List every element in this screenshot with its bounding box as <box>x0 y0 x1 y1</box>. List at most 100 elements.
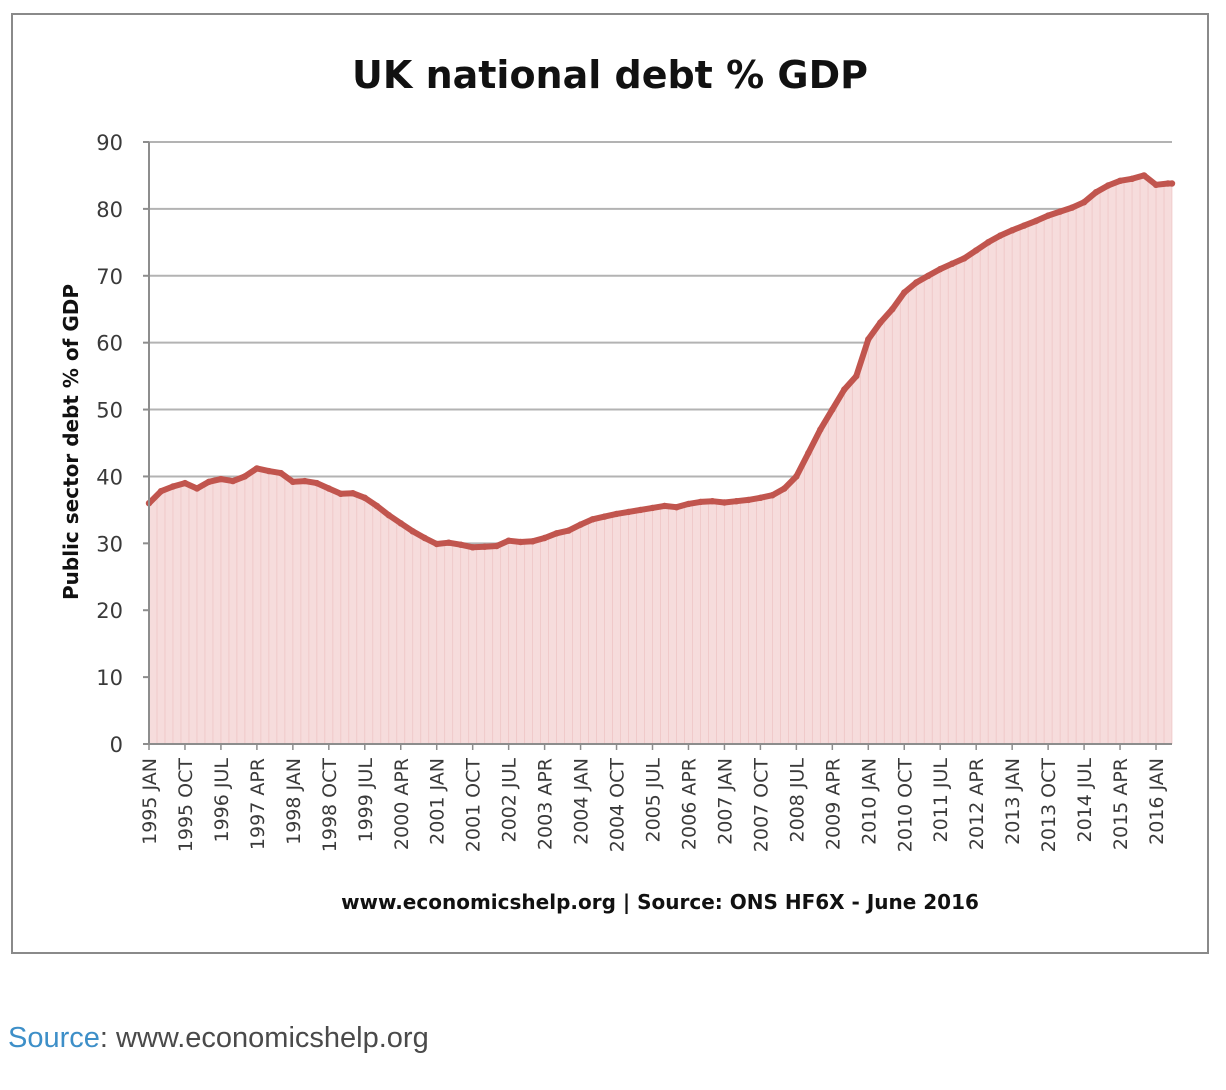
data-point-1999-01 <box>337 490 344 497</box>
x-tick-label-1998-OCT: 1998 OCT <box>319 758 341 853</box>
data-point-1999-07 <box>361 494 368 501</box>
data-point-2010-07 <box>889 306 896 313</box>
data-point-2008-04 <box>781 485 788 492</box>
axes <box>143 141 1172 750</box>
y-tick-label-70: 70 <box>96 265 123 289</box>
x-tick-label-1998-JAN: 1998 JAN <box>283 758 305 845</box>
data-point-2005-04 <box>637 506 644 514</box>
data-point-2016-05 <box>1168 180 1176 187</box>
data-point-2015-10 <box>1140 172 1148 179</box>
x-tick-label-2011-JUL: 2011 JUL <box>930 758 952 843</box>
x-tick-label-2009-APR: 2009 APR <box>822 758 844 850</box>
x-tick-label-2002-JUL: 2002 JUL <box>499 758 521 843</box>
data-point-2004-04 <box>589 516 596 523</box>
data-point-2012-04 <box>973 247 980 254</box>
data-point-1997-01 <box>241 473 249 480</box>
data-point-2001-10 <box>469 544 476 551</box>
data-point-1996-10 <box>229 477 237 485</box>
data-point-2013-01 <box>1009 227 1016 234</box>
data-point-2011-10 <box>949 260 956 267</box>
area-fill <box>148 175 1173 744</box>
data-point-1996-04 <box>205 478 213 485</box>
x-tick-label-1996-JUL: 1996 JUL <box>211 758 233 843</box>
x-tick-label-2000-APR: 2000 APR <box>391 758 413 850</box>
x-tick-label-2014-JUL: 2014 JUL <box>1074 758 1096 843</box>
data-point-2007-10 <box>757 494 764 501</box>
data-point-2014-10 <box>1092 189 1100 196</box>
source-link[interactable]: Source <box>8 1022 100 1054</box>
data-point-1997-04 <box>253 465 261 472</box>
data-point-2006-04 <box>685 500 692 508</box>
data-point-2012-10 <box>997 232 1004 239</box>
data-point-2012-07 <box>985 239 992 246</box>
y-tick-label-60: 60 <box>96 332 123 356</box>
data-point-2009-04 <box>829 406 836 413</box>
data-point-2001-04 <box>445 539 452 546</box>
data-point-2005-10 <box>661 502 668 510</box>
x-tick-label-2005-JUL: 2005 JUL <box>643 758 665 843</box>
data-point-2003-04 <box>541 534 548 542</box>
y-tick-label-50: 50 <box>96 399 123 423</box>
data-point-2003-01 <box>529 538 536 545</box>
y-tick-label-10: 10 <box>96 666 123 690</box>
x-tick-label-2010-OCT: 2010 OCT <box>894 758 916 853</box>
data-point-1998-10 <box>325 485 332 492</box>
y-tick-label-40: 40 <box>96 465 123 489</box>
data-point-2012-01 <box>961 255 968 262</box>
data-point-2006-01 <box>673 504 680 511</box>
data-point-2013-10 <box>1044 212 1052 219</box>
x-tick-label-2006-APR: 2006 APR <box>679 758 701 850</box>
data-point-2014-04 <box>1068 204 1076 211</box>
x-tick-label-2007-JAN: 2007 JAN <box>714 758 736 845</box>
data-point-1999-04 <box>349 490 356 497</box>
x-tick-label-2010-JAN: 2010 JAN <box>858 758 880 845</box>
data-point-2000-01 <box>385 512 392 519</box>
x-tick-label-2013-OCT: 2013 OCT <box>1038 758 1060 853</box>
data-point-2010-01 <box>865 336 872 343</box>
data-point-2009-07 <box>841 386 848 393</box>
debt-chart: 0 10 20 30 40 50 60 70 80 90 1995 JAN 1995 OCT 1996 … <box>59 53 1176 914</box>
x-tick-label-2003-APR: 2003 APR <box>535 758 557 850</box>
data-point-2001-07 <box>457 541 464 548</box>
y-axis-title: Public sector debt % of GDP <box>59 284 83 600</box>
data-point-2007-07 <box>745 496 752 504</box>
x-tick-label-1999-JUL: 1999 JUL <box>355 758 377 843</box>
data-point-2014-07 <box>1080 199 1088 206</box>
data-point-2008-07 <box>793 473 800 480</box>
y-tick-label-0: 0 <box>110 733 123 757</box>
source-caption: Source: www.economicshelp.org <box>8 1022 429 1055</box>
x-tick-label-2004-OCT: 2004 OCT <box>607 758 629 853</box>
y-tick-label-20: 20 <box>96 599 123 623</box>
data-point-2003-10 <box>565 527 572 534</box>
data-point-2005-07 <box>649 504 656 512</box>
data-point-1997-07 <box>265 467 273 475</box>
x-tick-label-1997-APR: 1997 APR <box>247 758 269 850</box>
data-point-1997-10 <box>277 469 285 477</box>
data-point-1996-01 <box>193 485 201 492</box>
y-tick-label-80: 80 <box>96 198 123 222</box>
data-point-2002-07 <box>505 537 512 544</box>
data-point-2011-07 <box>937 265 944 273</box>
data-point-1995-04 <box>157 488 165 495</box>
data-point-2013-07 <box>1032 217 1040 225</box>
data-point-2011-01 <box>913 279 920 286</box>
x-tick-label-2007-OCT: 2007 OCT <box>750 758 772 853</box>
data-point-2014-01 <box>1056 208 1064 215</box>
x-tick-label-1995-JAN: 1995 JAN <box>139 758 161 845</box>
data-point-2005-01 <box>625 508 632 516</box>
data-point-2015-01 <box>1104 182 1112 189</box>
data-point-2004-01 <box>577 521 584 528</box>
data-point-1998-07 <box>313 479 320 487</box>
data-point-2002-04 <box>493 542 500 550</box>
data-point-2009-01 <box>817 426 824 433</box>
data-point-1995-07 <box>169 483 177 490</box>
data-point-2004-10 <box>613 510 620 518</box>
data-point-2000-10 <box>421 534 428 542</box>
x-axis-title: www.economicshelp.org | Source: ONS HF6X… <box>341 890 979 914</box>
source-caption-text: : www.economicshelp.org <box>99 1022 429 1054</box>
data-point-2000-07 <box>409 528 416 535</box>
data-point-2001-01 <box>433 540 440 548</box>
chart-title: UK national debt % GDP <box>352 53 868 97</box>
data-point-1996-07 <box>217 475 225 483</box>
x-tick-label-2008-JUL: 2008 JUL <box>786 758 808 843</box>
